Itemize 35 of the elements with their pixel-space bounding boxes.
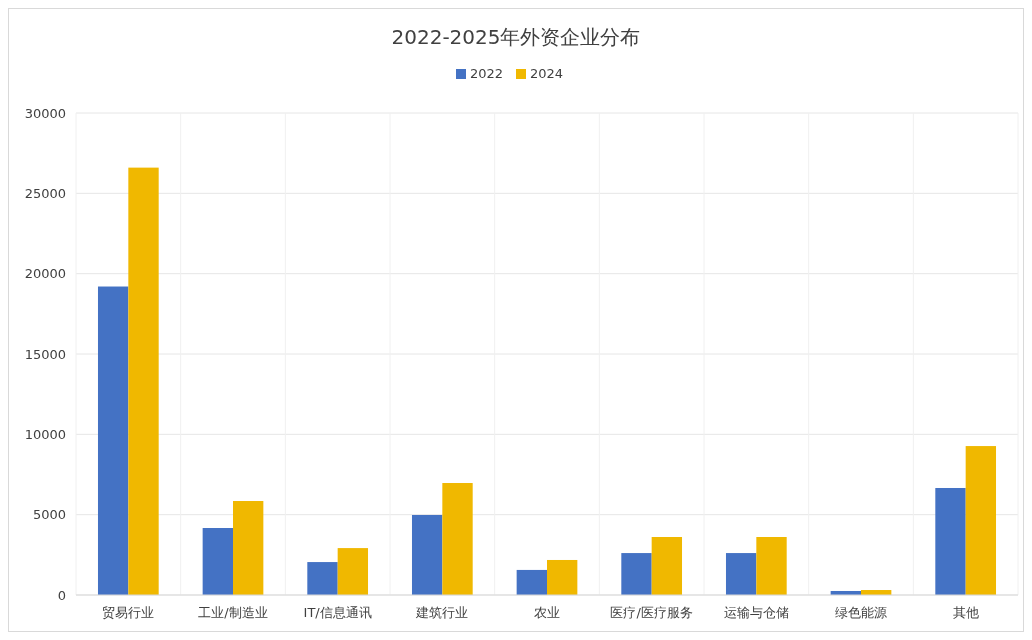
bar	[965, 446, 997, 595]
legend-label: 2022	[470, 66, 504, 81]
x-tick-label: 工业/制造业	[198, 605, 268, 620]
x-tick-label: 运输与仓储	[723, 605, 789, 620]
x-tick-label: IT/信息通讯	[303, 605, 372, 620]
y-tick-label: 30000	[24, 105, 66, 121]
y-tick-label: 0	[57, 587, 66, 603]
y-tick-label: 5000	[32, 507, 66, 523]
y-tick-label: 25000	[24, 185, 66, 201]
bar	[337, 548, 369, 595]
x-tick-label: 其他	[952, 605, 979, 620]
x-tick-label: 建筑行业	[415, 605, 469, 620]
bar	[202, 528, 233, 595]
x-tick-label: 医疗/医疗服务	[610, 605, 693, 620]
bar	[307, 562, 338, 595]
legend-label: 2024	[530, 66, 564, 81]
chart-title: 2022-2025年外资企业分布	[391, 25, 641, 49]
x-tick-label: 贸易行业	[102, 605, 155, 620]
bar	[411, 514, 443, 595]
y-tick-label: 10000	[24, 426, 66, 442]
bar	[725, 553, 757, 595]
y-tick-label: 15000	[24, 346, 66, 362]
x-tick-label: 绿色能源	[835, 605, 887, 620]
bar	[233, 501, 264, 595]
bar	[621, 553, 652, 595]
bar	[128, 167, 159, 595]
x-tick-label: 农业	[534, 605, 560, 620]
bar	[516, 569, 547, 595]
bar	[547, 559, 578, 595]
bar	[97, 286, 129, 595]
y-tick-label: 20000	[24, 266, 66, 282]
bar	[442, 483, 473, 595]
bar	[756, 537, 787, 595]
bar	[935, 488, 966, 595]
bar	[651, 537, 683, 595]
